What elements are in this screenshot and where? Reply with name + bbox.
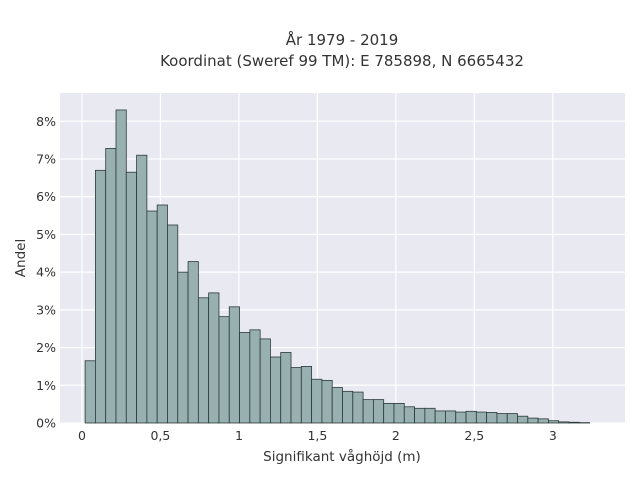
histogram-bar <box>414 407 426 424</box>
y-tick-label: 7% <box>36 152 56 167</box>
y-axis-ticks: 0% 1% 2% 3% 4% 5% 6% 7% 8% <box>36 114 56 431</box>
x-tick-label: 1,5 <box>307 428 327 443</box>
y-tick-label: 4% <box>36 265 56 280</box>
y-tick-label: 3% <box>36 302 56 317</box>
histogram-bar <box>342 390 354 424</box>
x-tick-label: 3 <box>549 428 557 443</box>
chart-subtitle: Koordinat (Sweref 99 TM): E 785898, N 66… <box>160 52 524 70</box>
histogram-bar <box>321 379 333 424</box>
histogram-bar <box>239 332 251 424</box>
x-tick-label: 2 <box>392 428 400 443</box>
histogram-bar <box>486 412 498 424</box>
histogram-bar <box>362 399 374 424</box>
y-tick-label: 8% <box>36 114 56 129</box>
histogram-bar <box>136 154 148 424</box>
histogram-bar <box>259 338 271 424</box>
histogram-bar <box>383 402 395 424</box>
histogram-bar <box>455 411 467 424</box>
histogram-bar <box>228 306 240 424</box>
x-axis-ticks: 0 0,5 1 1,5 2 2,5 3 <box>78 428 557 443</box>
x-tick-label: 2,5 <box>464 428 484 443</box>
histogram-bar <box>208 292 220 424</box>
histogram-bar <box>445 410 457 424</box>
histogram-bar <box>393 402 405 424</box>
histogram-bar <box>156 204 168 424</box>
histogram-bar <box>125 171 137 424</box>
histogram-bar <box>558 421 570 424</box>
y-tick-label: 0% <box>36 416 56 431</box>
x-tick-label: 0,5 <box>150 428 170 443</box>
histogram-bar <box>517 415 529 424</box>
histogram-bar <box>95 169 107 424</box>
chart-title: År 1979 - 2019 <box>286 30 399 49</box>
histogram-bar <box>496 413 508 424</box>
histogram-bar <box>105 148 117 424</box>
histogram-bar <box>177 271 189 424</box>
histogram-bar <box>527 417 539 424</box>
x-tick-label: 1 <box>235 428 243 443</box>
y-axis-label: Andel <box>13 239 29 277</box>
histogram-bar <box>218 316 230 424</box>
histogram-bar <box>311 378 323 424</box>
histogram-bar <box>568 421 580 424</box>
histogram-bar <box>372 399 385 424</box>
histogram-bar <box>424 407 436 424</box>
histogram-bar <box>84 360 96 424</box>
histogram-bar <box>187 261 199 424</box>
histogram-bar <box>352 391 364 424</box>
histogram-bar <box>465 410 477 424</box>
histogram-bar <box>434 410 446 424</box>
histogram-bar <box>115 109 127 424</box>
histogram-bar <box>403 406 415 424</box>
histogram-bar <box>280 352 292 424</box>
histogram-bar <box>146 210 158 424</box>
y-tick-label: 1% <box>36 378 56 393</box>
histogram-bar <box>167 224 179 424</box>
x-axis-label: Signifikant våghöjd (m) <box>263 448 421 465</box>
histogram-bar <box>537 418 549 424</box>
histogram-bar <box>506 413 518 424</box>
y-tick-label: 2% <box>36 340 56 355</box>
y-tick-label: 5% <box>36 227 56 242</box>
histogram-bar <box>197 297 210 424</box>
histogram-bar <box>331 387 343 424</box>
histogram-bar <box>300 366 313 424</box>
histogram-bar <box>270 356 282 424</box>
histogram-bar <box>290 367 302 424</box>
histogram-bar <box>548 420 560 424</box>
x-tick-label: 0 <box>78 428 86 443</box>
histogram-bar <box>475 411 488 424</box>
histogram-bar <box>249 329 261 424</box>
histogram-bars <box>84 109 590 424</box>
y-tick-label: 6% <box>36 189 56 204</box>
